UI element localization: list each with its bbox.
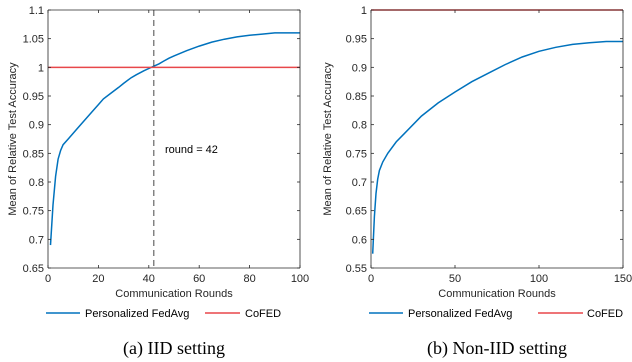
x-tick-label: 100	[291, 273, 309, 285]
y-tick-label: 0.85	[23, 148, 44, 160]
ticks-b: 0 50 100 150 0.55 0.6 0.65 0.7 0.75 0.8 0.85 0.9 0.9…	[346, 5, 632, 285]
y-axis-label-b: Mean of Relative Test Accuracy	[322, 62, 334, 216]
y-tick-label: 1	[361, 5, 367, 17]
caption-a: (a) IID setting	[123, 338, 225, 359]
legend-b-label-cofed: CoFED	[587, 308, 623, 320]
x-axis-label-b: Communication Rounds	[438, 288, 556, 300]
plot-series-b	[371, 9, 623, 254]
x-tick-label: 80	[243, 273, 255, 285]
caption-b: (b) Non-IID setting	[427, 338, 567, 359]
y-tick-label: 0.95	[346, 34, 367, 46]
x-tick-label: 100	[530, 273, 548, 285]
x-tick-label: 50	[449, 273, 461, 285]
legend-a-label-fedavg: Personalized FedAvg	[85, 308, 189, 320]
y-tick-label: 0.55	[346, 263, 367, 275]
x-tick-label: 40	[143, 273, 155, 285]
y-tick-label: 0.8	[29, 177, 44, 189]
y-tick-label: 0.65	[23, 263, 44, 275]
chart-panel-a: 0 20 40 60 80 100 0.65 0.7 0.75 0.8 0.85 0.9 0.95 1 1.…	[7, 5, 309, 359]
x-tick-label: 0	[45, 273, 51, 285]
plot-series-a	[48, 10, 300, 268]
y-tick-label: 0.7	[352, 177, 367, 189]
chart-panel-b: 0 50 100 150 0.55 0.6 0.65 0.7 0.75 0.8 0.85 0.9 0.9…	[322, 5, 632, 359]
y-axis-label-a: Mean of Relative Test Accuracy	[7, 62, 19, 216]
y-tick-label: 0.6	[352, 234, 367, 246]
y-tick-label: 0.85	[346, 91, 367, 103]
y-tick-label: 0.8	[352, 120, 367, 132]
annotation-round: round = 42	[165, 144, 218, 156]
legend-a: Personalized FedAvg CoFED	[46, 308, 281, 320]
x-axis-label-a: Communication Rounds	[115, 288, 233, 300]
series-line-personalized-fedavg	[371, 40, 623, 254]
legend-b-label-fedavg: Personalized FedAvg	[408, 308, 512, 320]
y-tick-label: 0.75	[23, 206, 44, 218]
y-tick-label: 0.9	[29, 120, 44, 132]
y-tick-label: 0.9	[352, 62, 367, 74]
y-tick-label: 1.05	[23, 34, 44, 46]
x-tick-label: 60	[193, 273, 205, 285]
legend-a-label-cofed: CoFED	[245, 308, 281, 320]
y-tick-label: 0.7	[29, 234, 44, 246]
y-tick-label: 0.95	[23, 91, 44, 103]
ticks-a: 0 20 40 60 80 100 0.65 0.7 0.75 0.8 0.85 0.9 0.95 1 1.…	[23, 5, 310, 285]
x-tick-label: 20	[92, 273, 104, 285]
x-tick-label: 0	[368, 273, 374, 285]
y-tick-label: 0.75	[346, 148, 367, 160]
legend-b: Personalized FedAvg CoFED	[369, 308, 623, 320]
x-tick-label: 150	[614, 273, 632, 285]
series-line-personalized-fedavg	[49, 32, 300, 246]
y-tick-label: 1.1	[29, 5, 44, 17]
y-tick-label: 0.65	[346, 206, 367, 218]
y-tick-label: 1	[38, 62, 44, 74]
